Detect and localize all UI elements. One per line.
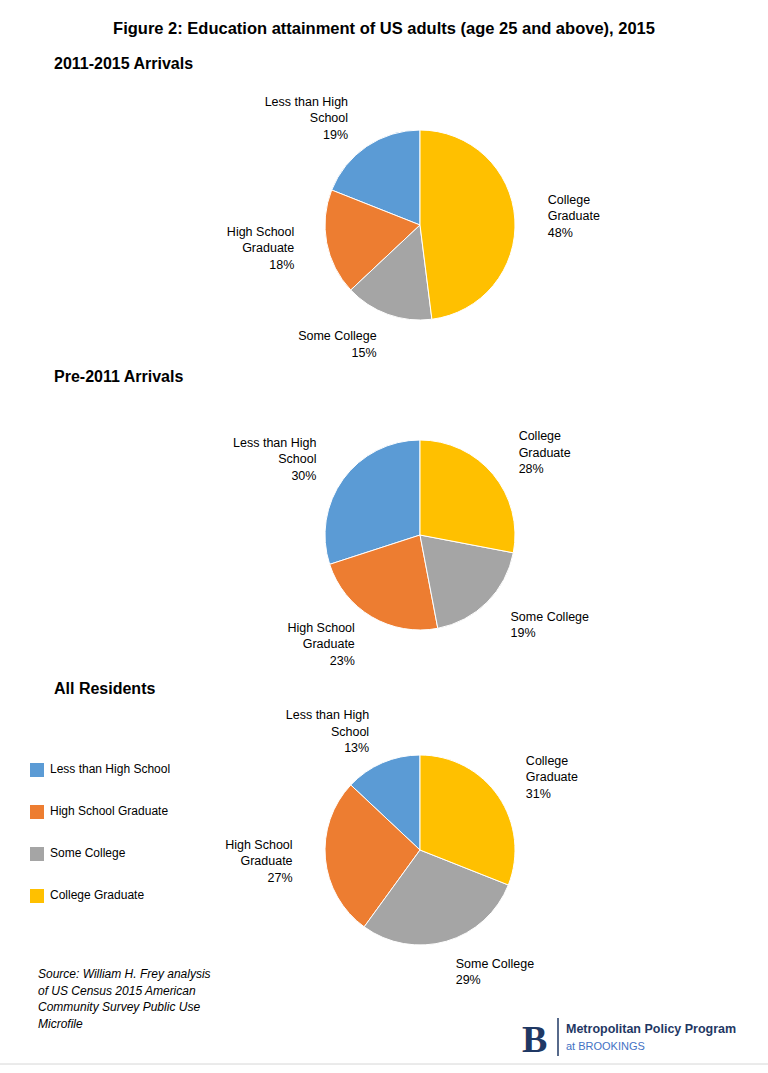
text-line: School (331, 725, 369, 739)
pie-slice (351, 225, 432, 320)
slice-label: Some College (456, 957, 535, 971)
pie-labels: Less than High School 13% High School Gradua… (225, 708, 578, 987)
slice-label: High School Graduate (227, 225, 294, 256)
legend-entry: High School Graduate (50, 804, 168, 818)
text-line: Graduate (240, 854, 292, 868)
data-label: 15% (352, 346, 377, 360)
text-line: Community Survey Public Use (38, 1000, 200, 1014)
text-line: Less than High (286, 708, 369, 722)
text-line: of US Census 2015 American (38, 984, 196, 998)
data-label: 31% (526, 787, 551, 801)
text-line: Less than High (265, 95, 348, 109)
slice-label: Some College (298, 329, 377, 343)
data-label: 19% (323, 128, 348, 142)
text-line: Some College (298, 329, 377, 343)
text-line: Some College (456, 957, 535, 971)
data-label: 18% (269, 258, 294, 272)
text-line: High School (227, 225, 294, 239)
slice-label: College Graduate (526, 754, 578, 785)
text-line: Microfile (38, 1017, 83, 1031)
data-label: 48% (548, 226, 573, 240)
pie-slice (420, 440, 515, 553)
legend-swatch (30, 763, 44, 777)
text-line: Graduate (242, 241, 294, 255)
pie-slice (330, 535, 438, 630)
slice-label: High School Graduate (287, 621, 354, 652)
text-line: College (519, 429, 561, 443)
pie (325, 130, 515, 320)
legend-entry: Less than High School (50, 762, 170, 776)
data-label: 29% (456, 973, 481, 987)
slice-label: Some College (511, 610, 590, 624)
legend-entry: College Graduate (50, 888, 144, 902)
data-label: 13% (344, 741, 369, 755)
text-line: Graduate (526, 770, 578, 784)
data-label: 27% (268, 871, 293, 885)
slice-label: College Graduate (548, 193, 600, 224)
text-line: High School (287, 621, 354, 635)
text-line: College (526, 754, 568, 768)
legend-entry: Some College (50, 846, 126, 860)
section-label: Pre-2011 Arrivals (54, 368, 183, 385)
legend-swatch (30, 889, 44, 903)
section-label: 2011-2015 Arrivals (54, 55, 193, 72)
slice-label: Less than High School (265, 95, 348, 126)
pie (325, 755, 515, 945)
text-line: Graduate (303, 637, 355, 651)
data-label: 23% (330, 654, 355, 668)
pie-slice (420, 755, 515, 885)
bottom-rule (0, 1064, 768, 1065)
figure: Figure 2: Education attainment of US adu… (0, 0, 768, 1073)
text-line: Source: William H. Frey analysis (38, 967, 211, 981)
text-line: High School (225, 838, 292, 852)
text-line: College (548, 193, 590, 207)
slice-label: Less than High School (233, 436, 316, 467)
logo-text: Metropolitan Policy Program (566, 1022, 736, 1036)
data-label: 30% (291, 469, 316, 483)
pie-labels: Less than High School 19% High School Gradua… (227, 95, 600, 360)
source-note: Source: William H. Frey analysis of US Ce… (38, 967, 211, 1031)
text-line: School (278, 452, 316, 466)
logo-subtext: at BROOKINGS (566, 1040, 645, 1052)
section-label: All Residents (54, 680, 155, 697)
background (0, 0, 768, 1073)
text-line: Some College (511, 610, 590, 624)
legend: Less than High School High School Graduat… (30, 762, 170, 903)
data-label: 28% (519, 462, 544, 476)
slice-label: Less than High School (286, 708, 369, 739)
text-line: School (310, 111, 348, 125)
text-line: Graduate (548, 209, 600, 223)
slice-label: College Graduate (519, 429, 571, 460)
slice-label: High School Graduate (225, 838, 292, 869)
text-line: Graduate (519, 446, 571, 460)
legend-swatch (30, 847, 44, 861)
text-line: Less than High (233, 436, 316, 450)
pie-slice (420, 130, 515, 319)
logo-mark: B (522, 1018, 547, 1060)
title: Figure 2: Education attainment of US adu… (113, 19, 655, 37)
pie-labels: Less than High School 30% High School Gradua… (233, 429, 589, 668)
data-label: 19% (511, 626, 536, 640)
pie (325, 440, 515, 630)
logo-divider (557, 1018, 559, 1056)
legend-swatch (30, 805, 44, 819)
